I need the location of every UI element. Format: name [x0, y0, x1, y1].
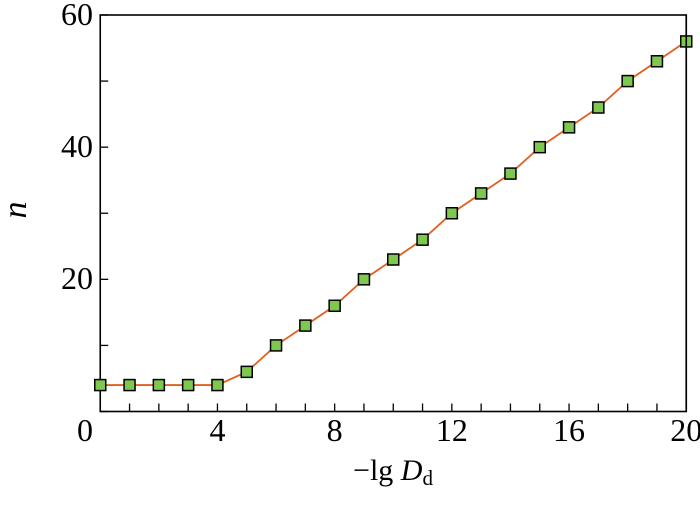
svg-text:40: 40 [61, 128, 93, 164]
svg-text:8: 8 [327, 412, 343, 448]
svg-text:n: n [0, 202, 34, 219]
svg-text:20: 20 [61, 260, 93, 296]
svg-text:60: 60 [61, 0, 93, 32]
svg-text:16: 16 [553, 412, 585, 448]
svg-text:0: 0 [77, 412, 93, 448]
svg-text:4: 4 [209, 412, 225, 448]
svg-text:12: 12 [436, 412, 468, 448]
svg-text:20: 20 [670, 412, 700, 448]
svg-text:−lg Dd: −lg Dd [353, 454, 433, 490]
